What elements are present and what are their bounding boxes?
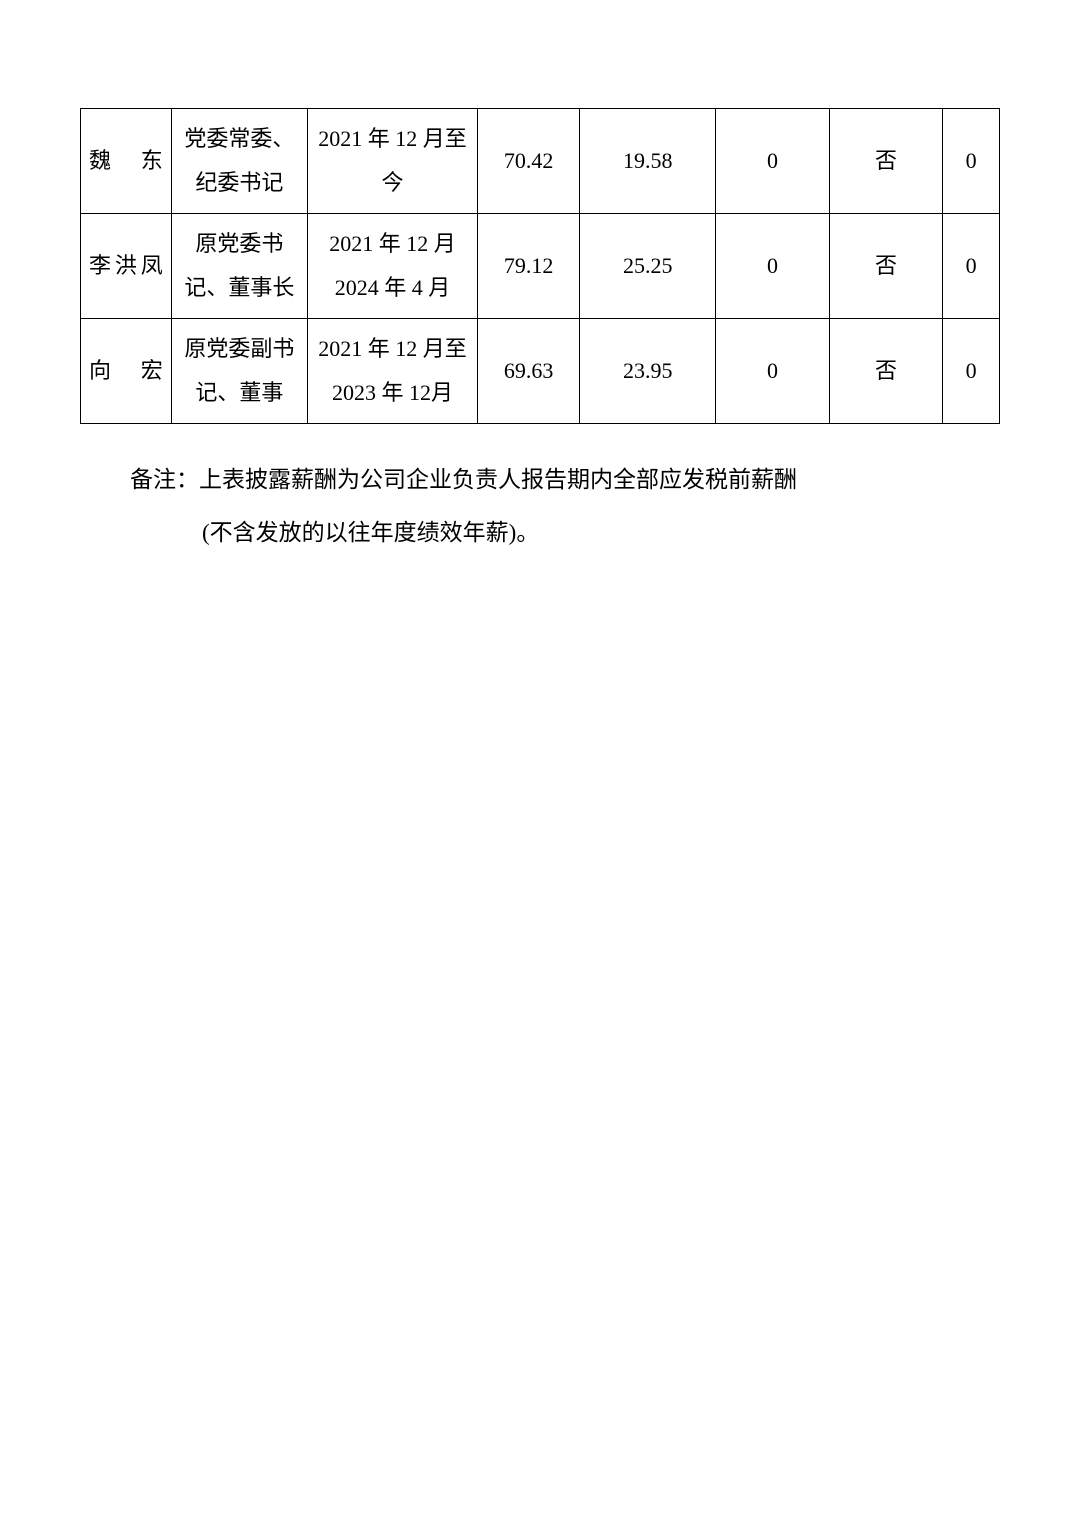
executive-compensation-table: 魏 东 党委常委、纪委书记 2021 年 12 月至今 70.42 19.58 …	[80, 108, 1000, 424]
table-row: 向 宏 原党委副书记、董事 2021 年 12 月至 2023 年 12月 69…	[81, 319, 1000, 424]
cell-value-5: 0	[943, 109, 1000, 214]
name-text: 李洪凤	[89, 244, 163, 288]
note-block: 备注：上表披露薪酬为公司企业负责人报告期内全部应发税前薪酬 (不含发放的以往年度…	[80, 454, 1000, 560]
name-text: 向 宏	[89, 349, 163, 393]
note-line-2: (不含发放的以往年度绩效年薪)。	[130, 507, 960, 560]
page-container: 魏 东 党委常委、纪委书记 2021 年 12 月至今 70.42 19.58 …	[0, 0, 1080, 560]
cell-value-1: 79.12	[478, 214, 580, 319]
cell-name: 魏 东	[81, 109, 172, 214]
cell-value-3: 0	[716, 214, 829, 319]
table-row: 李洪凤 原党委书记、董事长 2021 年 12 月2024 年 4 月 79.1…	[81, 214, 1000, 319]
cell-title: 原党委副书记、董事	[171, 319, 307, 424]
cell-value-3: 0	[716, 319, 829, 424]
cell-period: 2021 年 12 月至今	[307, 109, 477, 214]
cell-value-2: 25.25	[580, 214, 716, 319]
cell-value-2: 23.95	[580, 319, 716, 424]
table-body: 魏 东 党委常委、纪委书记 2021 年 12 月至今 70.42 19.58 …	[81, 109, 1000, 424]
cell-value-4: 否	[829, 214, 942, 319]
cell-name: 李洪凤	[81, 214, 172, 319]
cell-value-5: 0	[943, 319, 1000, 424]
cell-value-1: 69.63	[478, 319, 580, 424]
cell-period: 2021 年 12 月2024 年 4 月	[307, 214, 477, 319]
table-row: 魏 东 党委常委、纪委书记 2021 年 12 月至今 70.42 19.58 …	[81, 109, 1000, 214]
cell-period: 2021 年 12 月至 2023 年 12月	[307, 319, 477, 424]
cell-title: 党委常委、纪委书记	[171, 109, 307, 214]
cell-value-3: 0	[716, 109, 829, 214]
cell-title: 原党委书记、董事长	[171, 214, 307, 319]
cell-value-4: 否	[829, 319, 942, 424]
cell-value-2: 19.58	[580, 109, 716, 214]
cell-value-5: 0	[943, 214, 1000, 319]
cell-value-1: 70.42	[478, 109, 580, 214]
note-line-1: 备注：上表披露薪酬为公司企业负责人报告期内全部应发税前薪酬	[130, 454, 960, 507]
name-text: 魏 东	[89, 139, 163, 183]
cell-name: 向 宏	[81, 319, 172, 424]
cell-value-4: 否	[829, 109, 942, 214]
